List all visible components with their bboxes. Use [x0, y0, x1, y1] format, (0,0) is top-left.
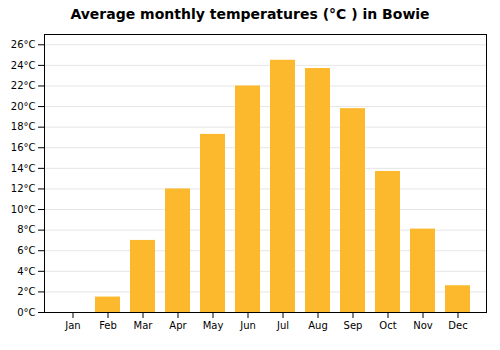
- svg-text:22°C: 22°C: [11, 80, 36, 91]
- svg-text:Jun: Jun: [239, 320, 256, 331]
- svg-text:Oct: Oct: [379, 320, 396, 331]
- svg-text:Apr: Apr: [169, 320, 187, 331]
- svg-text:4°C: 4°C: [17, 266, 35, 277]
- svg-text:6°C: 6°C: [17, 245, 35, 256]
- html-text:Average monthly temperatures (: Average monthly temperatures (°C ) in Bo…: [70, 6, 430, 22]
- svg-text:26°C: 26°C: [11, 39, 36, 50]
- svg-text:Sep: Sep: [344, 320, 363, 331]
- svg-text:16°C: 16°C: [11, 142, 36, 153]
- svg-text:18°C: 18°C: [11, 121, 36, 132]
- svg-text:Dec: Dec: [448, 320, 467, 331]
- svg-text:Nov: Nov: [413, 320, 433, 331]
- svg-text:8°C: 8°C: [17, 224, 35, 235]
- svg-text:Jul: Jul: [276, 320, 289, 331]
- svg-text:Feb: Feb: [99, 320, 117, 331]
- svg-text:24°C: 24°C: [11, 60, 36, 71]
- svg-text:20°C: 20°C: [11, 101, 36, 112]
- svg-text:May: May: [203, 320, 224, 331]
- svg-text:Jan: Jan: [64, 320, 80, 331]
- svg-text:Aug: Aug: [308, 320, 328, 331]
- svg-text:10°C: 10°C: [11, 204, 36, 215]
- svg-text:14°C: 14°C: [11, 163, 36, 174]
- svg-text:Mar: Mar: [134, 320, 154, 331]
- svg-text:12°C: 12°C: [11, 183, 36, 194]
- svg-text:0°C: 0°C: [17, 307, 35, 318]
- svg-text:2°C: 2°C: [17, 286, 35, 297]
